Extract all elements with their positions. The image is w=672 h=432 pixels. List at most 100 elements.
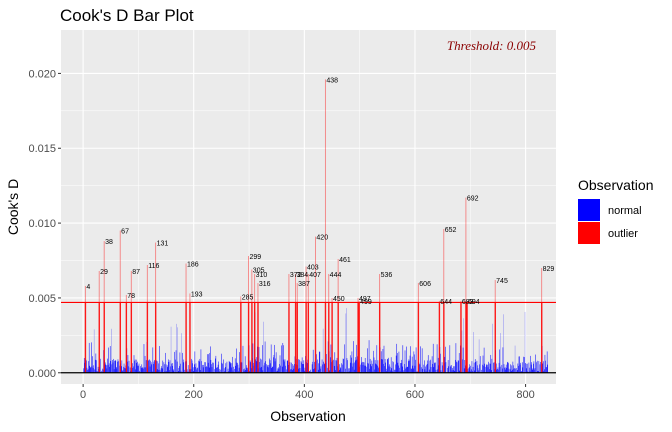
bar-normal [112, 359, 113, 373]
outlier-label: 305 [253, 267, 265, 274]
bar-normal [122, 371, 123, 373]
bar-normal [514, 345, 516, 373]
bar-normal [377, 360, 379, 373]
bar-normal [121, 360, 123, 373]
bar-normal [96, 371, 98, 373]
bar-normal [253, 362, 254, 373]
bar-normal [462, 359, 463, 373]
bar-outlier [251, 302, 253, 373]
bar-outlier [443, 302, 445, 373]
legend-label-normal: normal [608, 205, 642, 217]
bar-outlier-faint [185, 263, 187, 303]
bar-normal [350, 362, 352, 373]
bar-normal [454, 370, 456, 373]
bar-normal [533, 361, 535, 373]
bar-normal [94, 359, 96, 373]
bar-outlier [103, 302, 105, 373]
bar-normal [270, 344, 272, 373]
bar-normal [286, 360, 288, 373]
outlier-label: 310 [256, 272, 268, 279]
bar-normal [298, 368, 300, 373]
outlier-label: 745 [496, 278, 508, 285]
bar-normal [383, 363, 384, 373]
outlier-label: 384 [297, 272, 309, 279]
bar-normal [425, 371, 427, 373]
bar-normal [252, 343, 254, 373]
bar-outlier-faint [189, 293, 191, 303]
bar-normal [152, 347, 154, 373]
bar-outlier-faint [417, 282, 419, 303]
bar-normal [313, 369, 315, 373]
bar-outlier [154, 302, 157, 373]
bar-normal [403, 370, 405, 373]
bar-normal [142, 368, 143, 373]
bar-normal [258, 347, 260, 373]
bar-normal [405, 367, 407, 373]
bar-normal [97, 366, 99, 373]
bar-outlier-faint [337, 259, 339, 303]
bar-normal [347, 360, 348, 373]
bar-normal [511, 365, 513, 373]
bar-normal [297, 359, 299, 373]
bar-normal [106, 365, 107, 373]
bar-normal [215, 358, 216, 373]
bar-normal [398, 351, 400, 373]
bar-normal [316, 354, 317, 373]
bar-normal [431, 356, 433, 373]
bar-normal [111, 364, 113, 373]
bar-normal [463, 368, 465, 373]
bar-normal [501, 364, 503, 373]
bar-normal [330, 357, 331, 373]
bar-normal [323, 361, 325, 373]
legend-swatch-normal [578, 199, 600, 221]
bar-normal [134, 360, 135, 373]
bar-normal [290, 369, 291, 373]
bar-outlier-faint [357, 297, 359, 303]
bar-normal [154, 359, 155, 373]
bar-normal [114, 360, 116, 373]
bar-normal [456, 362, 458, 373]
bar-outlier-faint [155, 242, 157, 303]
bar-normal [440, 353, 441, 373]
bar-normal [95, 353, 97, 373]
bar-normal [112, 362, 114, 373]
bar-normal [91, 366, 93, 373]
bar-normal [215, 355, 217, 373]
bar-normal [520, 362, 521, 373]
bar-normal [167, 359, 169, 373]
bar-normal [421, 367, 422, 373]
bar-normal [343, 359, 344, 373]
bar-outlier [257, 302, 259, 373]
bar-normal [291, 362, 292, 373]
bar-normal [179, 366, 180, 373]
bar-normal [538, 361, 540, 373]
bar-normal [286, 369, 287, 373]
bar-normal [116, 368, 118, 373]
bar-outlier-faint [240, 296, 242, 303]
bar-normal [523, 356, 524, 373]
bar-normal [269, 360, 271, 373]
bar-normal [390, 357, 392, 373]
bar-normal [236, 348, 237, 373]
bar-normal [283, 345, 284, 373]
bar-normal [94, 369, 96, 373]
bar-outlier-faint [315, 236, 316, 303]
x-tick-label: 800 [516, 389, 534, 401]
bar-normal [150, 362, 152, 373]
bar-normal [521, 362, 523, 373]
bar-normal [383, 345, 385, 373]
bar-normal [406, 346, 407, 373]
bar-normal [231, 367, 232, 373]
bar-normal [498, 362, 500, 373]
bar-normal [235, 365, 237, 373]
bar-normal [284, 361, 285, 373]
bar-normal [432, 343, 434, 373]
bar-outlier-faint [84, 285, 86, 303]
bar-outlier-faint [379, 273, 381, 303]
bar-normal [184, 369, 185, 373]
bar-normal [414, 365, 416, 373]
bar-normal [247, 367, 248, 373]
bar-normal [506, 367, 508, 373]
bar-normal [365, 365, 367, 373]
bar-normal [341, 363, 342, 373]
